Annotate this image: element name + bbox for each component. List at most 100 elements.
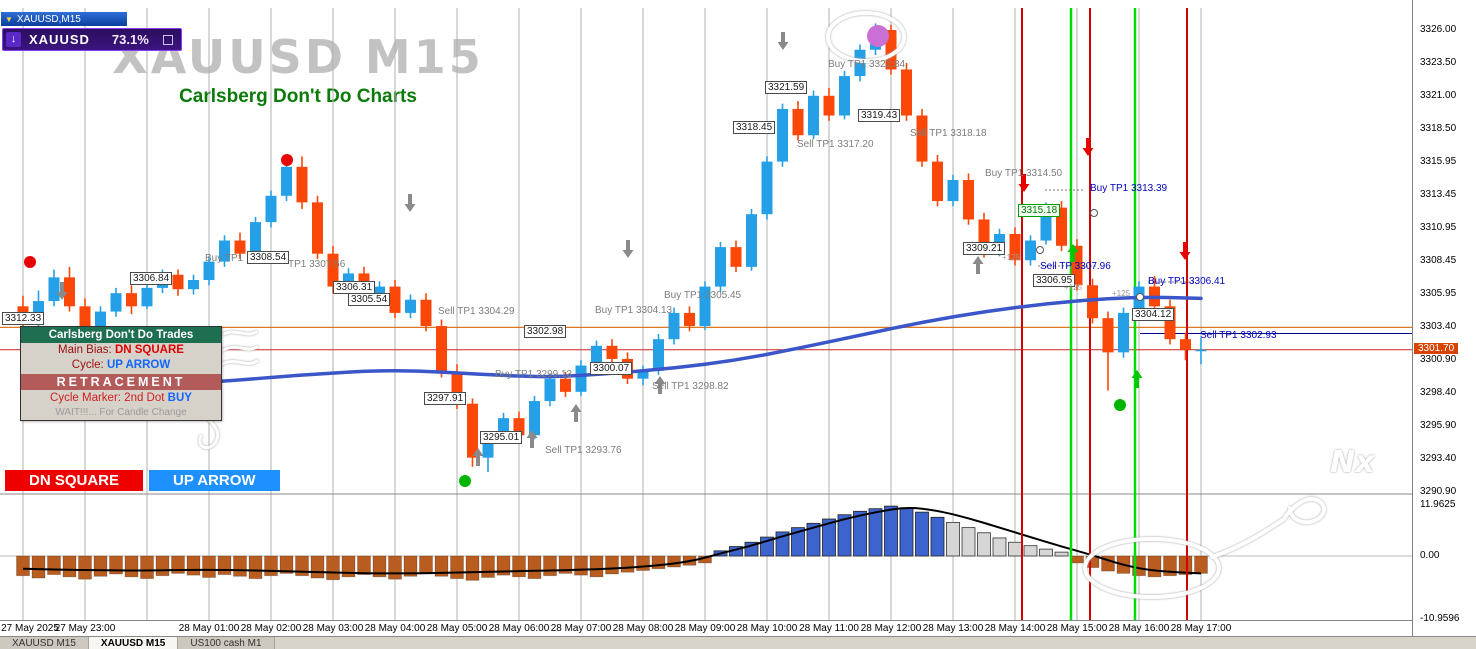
candle: [777, 108, 788, 162]
histogram-bar: [78, 555, 92, 580]
retracement-banner: RETRACEMENT: [21, 374, 221, 390]
chart-tabbar: XAUUSD M15 XAUUSD M15 US100 cash M1: [0, 636, 1476, 649]
histogram-bar: [186, 555, 201, 576]
candle: [901, 69, 912, 116]
time-axis-label: 28 May 04:00: [364, 623, 426, 634]
price-axis[interactable]: 3326.00 3323.50 3321.00 3318.50 3315.95 3313.…: [1412, 0, 1476, 636]
histogram-bar: [326, 555, 340, 581]
time-axis-label: 28 May 08:00: [612, 623, 674, 634]
histogram-bar: [465, 555, 480, 581]
handwritten-note: Nx: [1330, 445, 1376, 480]
candle: [823, 95, 835, 116]
histogram-bar: [233, 555, 247, 577]
candle: [265, 195, 277, 223]
freehand-squiggle: [222, 330, 258, 336]
histogram-bar: [946, 522, 960, 557]
histogram-bar: [1054, 551, 1069, 557]
candle: [343, 273, 354, 287]
price-axis-label: 3298.40: [1420, 387, 1457, 399]
up-arrow-marker: [1067, 244, 1079, 262]
down-arrow-marker: [1082, 138, 1094, 156]
main-bias-value: DN SQUARE: [114, 344, 184, 356]
cycle-value: UP ARROW: [106, 359, 171, 371]
freehand-squiggle: [220, 359, 259, 366]
histogram-bar: [47, 555, 61, 575]
time-axis-label: 28 May 14:00: [984, 623, 1046, 634]
candle: [1040, 207, 1052, 241]
candle: [126, 293, 137, 307]
candle: [792, 108, 804, 136]
histogram-bar: [124, 555, 139, 578]
time-axis-label: 28 May 10:00: [736, 623, 798, 634]
histogram-bar: [341, 555, 356, 578]
time-axis-label: 28 May 16:00: [1108, 623, 1170, 634]
chart-window-tab[interactable]: ▼ XAUUSD,M15: [1, 12, 127, 26]
tab-us100-cash-m1[interactable]: US100 cash M1: [178, 637, 275, 649]
candle: [219, 240, 230, 262]
time-axis-label: 28 May 03:00: [302, 623, 364, 634]
candle: [95, 311, 106, 331]
tab-xauusd-m15-1[interactable]: XAUUSD M15: [0, 637, 89, 649]
histogram-bar: [651, 555, 666, 570]
histogram-bar: [1147, 555, 1162, 578]
signal-symbol: XAUUSD: [29, 32, 90, 47]
candle: [374, 286, 385, 300]
trade-info-panel: Carlsberg Don't Do Trades Main Bias: DN …: [20, 326, 222, 421]
time-axis-label: 28 May 01:00: [178, 623, 240, 634]
time-axis-label: 28 May 15:00: [1046, 623, 1108, 634]
candle: [17, 306, 29, 325]
candle: [529, 401, 540, 436]
status-badges: DN SQUARE UP ARROW: [5, 470, 280, 491]
histogram-bar: [884, 505, 898, 557]
candle: [451, 372, 463, 404]
histogram-bar: [1070, 555, 1084, 564]
trade-marker: [1136, 293, 1144, 301]
histogram-bar: [543, 555, 557, 577]
candle: [1102, 318, 1114, 353]
cycle-row: Cycle: UP ARROW: [21, 358, 221, 373]
histogram-bar: [992, 537, 1007, 557]
candle: [684, 312, 695, 327]
histogram-bar: [930, 516, 945, 557]
time-axis-label: 28 May 17:00: [1170, 623, 1232, 634]
histogram-bar: [202, 555, 216, 578]
trade-marker: [1036, 246, 1044, 254]
candle: [327, 253, 339, 287]
freehand-annotations: Nx: [194, 11, 1376, 599]
histogram-bar: [310, 555, 325, 579]
histogram-layer: [16, 505, 1208, 581]
cycle-marker-row: Cycle Marker: 2nd Dot BUY: [21, 391, 221, 406]
price-axis-label: 3290.90: [1420, 485, 1457, 497]
candle: [389, 286, 401, 313]
candle: [1025, 240, 1036, 261]
info-panel-title: Carlsberg Don't Do Trades: [21, 327, 221, 343]
up-arrow-marker: [472, 448, 484, 466]
candle: [560, 378, 571, 392]
candle: [110, 293, 122, 312]
tab-xauusd-m15-2[interactable]: XAUUSD M15: [88, 637, 179, 649]
time-axis-label: 27 May 23:00: [54, 623, 116, 634]
histogram-bar: [16, 555, 30, 577]
price-axis-label: 3300.90: [1420, 354, 1457, 366]
down-arrow-marker: [404, 194, 416, 212]
dot-marker: [459, 475, 471, 487]
candle: [513, 418, 525, 436]
trade-marker: [1090, 209, 1098, 217]
candle: [653, 339, 664, 371]
candle: [48, 277, 60, 302]
candle: [312, 202, 323, 254]
time-axis-label: 27 May 2025: [1, 623, 59, 634]
time-axis[interactable]: 27 May 2025 27 May 23:00 28 May 01:00 28 Ma…: [0, 621, 1412, 636]
histogram-bar: [1194, 555, 1208, 574]
indicator-axis-label: 0.00: [1420, 550, 1440, 561]
candle: [637, 370, 649, 379]
price-axis-label: 3326.00: [1420, 24, 1457, 35]
candle: [839, 76, 850, 116]
candle: [978, 219, 990, 253]
histogram-bar: [1023, 545, 1038, 557]
histogram-bar: [248, 555, 263, 580]
candle: [203, 261, 215, 281]
grid-layer: [22, 8, 1202, 620]
